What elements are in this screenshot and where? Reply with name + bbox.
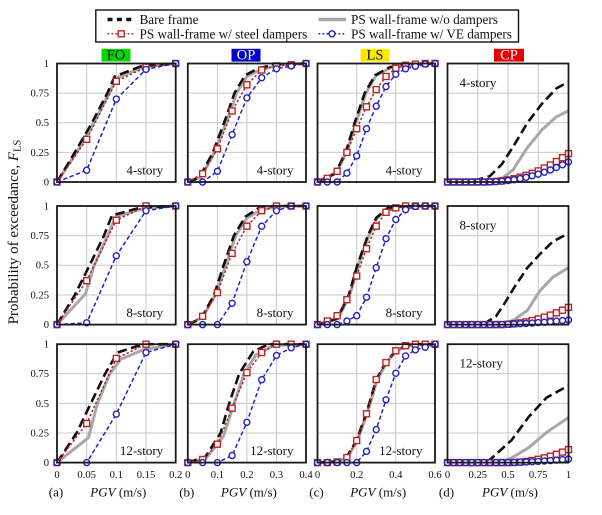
svg-text:12-story: 12-story xyxy=(460,356,504,371)
svg-text:0.2: 0.2 xyxy=(350,470,363,481)
svg-text:0: 0 xyxy=(445,470,450,481)
svg-text:0.25: 0.25 xyxy=(30,428,49,439)
svg-text:8-story: 8-story xyxy=(386,305,423,320)
svg-text:1: 1 xyxy=(44,340,49,351)
svg-text:(c): (c) xyxy=(309,485,323,500)
svg-text:4-story: 4-story xyxy=(460,75,497,90)
svg-text:4-story: 4-story xyxy=(386,163,423,178)
svg-text:0: 0 xyxy=(185,470,190,481)
svg-text:CP: CP xyxy=(500,48,518,64)
svg-text:0: 0 xyxy=(315,470,320,481)
svg-text:4-story: 4-story xyxy=(257,163,294,178)
svg-text:PGV (m/s): PGV (m/s) xyxy=(481,485,538,500)
svg-text:LS: LS xyxy=(367,48,384,64)
svg-text:0.75: 0.75 xyxy=(30,369,49,380)
svg-text:0.2: 0.2 xyxy=(169,470,182,481)
svg-text:0.4: 0.4 xyxy=(389,470,403,481)
svg-text:0.3: 0.3 xyxy=(270,470,283,481)
svg-text:8-story: 8-story xyxy=(460,218,497,233)
svg-text:12-story: 12-story xyxy=(120,443,164,458)
svg-text:0.6: 0.6 xyxy=(428,470,441,481)
svg-text:0.15: 0.15 xyxy=(137,470,156,481)
svg-text:0.75: 0.75 xyxy=(529,470,548,481)
svg-text:0.25: 0.25 xyxy=(469,470,488,481)
svg-text:0.1: 0.1 xyxy=(211,470,224,481)
svg-text:1: 1 xyxy=(566,470,571,481)
svg-text:0: 0 xyxy=(44,320,49,331)
svg-text:0.5: 0.5 xyxy=(36,399,49,410)
svg-text:8-story: 8-story xyxy=(257,305,294,320)
svg-text:0: 0 xyxy=(44,458,49,469)
svg-text:0.75: 0.75 xyxy=(30,89,49,100)
svg-text:1: 1 xyxy=(44,201,49,212)
svg-text:0.25: 0.25 xyxy=(30,290,49,301)
svg-text:PS wall-frame w/ VE dampers: PS wall-frame w/ VE dampers xyxy=(351,26,512,41)
svg-text:4-story: 4-story xyxy=(126,163,163,178)
svg-text:PGV (m/s): PGV (m/s) xyxy=(89,485,146,500)
svg-text:Probability of exceedance, FLS: Probability of exceedance, FLS xyxy=(6,140,24,325)
svg-text:12-story: 12-story xyxy=(250,443,294,458)
svg-text:(b): (b) xyxy=(179,485,194,500)
svg-text:1: 1 xyxy=(44,59,49,70)
svg-text:PGV (m/s): PGV (m/s) xyxy=(349,485,406,500)
svg-text:0.5: 0.5 xyxy=(36,118,49,129)
svg-text:(a): (a) xyxy=(49,485,63,500)
svg-text:PS wall-frame w/o dampers: PS wall-frame w/o dampers xyxy=(351,12,498,27)
svg-text:0.75: 0.75 xyxy=(30,231,49,242)
svg-text:0.5: 0.5 xyxy=(501,470,514,481)
svg-text:(d): (d) xyxy=(439,485,454,500)
svg-text:PS wall-frame w/ steel dampers: PS wall-frame w/ steel dampers xyxy=(140,26,308,41)
svg-text:12-story: 12-story xyxy=(379,443,423,458)
svg-text:0: 0 xyxy=(44,177,49,188)
svg-text:OP: OP xyxy=(237,48,256,64)
svg-text:0: 0 xyxy=(54,470,59,481)
svg-text:0.25: 0.25 xyxy=(30,148,49,159)
svg-text:0.05: 0.05 xyxy=(77,470,96,481)
svg-text:0.5: 0.5 xyxy=(36,261,49,272)
svg-text:Bare frame: Bare frame xyxy=(140,12,199,27)
svg-text:0.2: 0.2 xyxy=(240,470,253,481)
svg-text:FO: FO xyxy=(107,48,126,64)
svg-text:0.1: 0.1 xyxy=(110,470,123,481)
svg-text:0.4: 0.4 xyxy=(299,470,313,481)
svg-text:8-story: 8-story xyxy=(126,305,163,320)
svg-text:PGV (m/s): PGV (m/s) xyxy=(220,485,277,500)
